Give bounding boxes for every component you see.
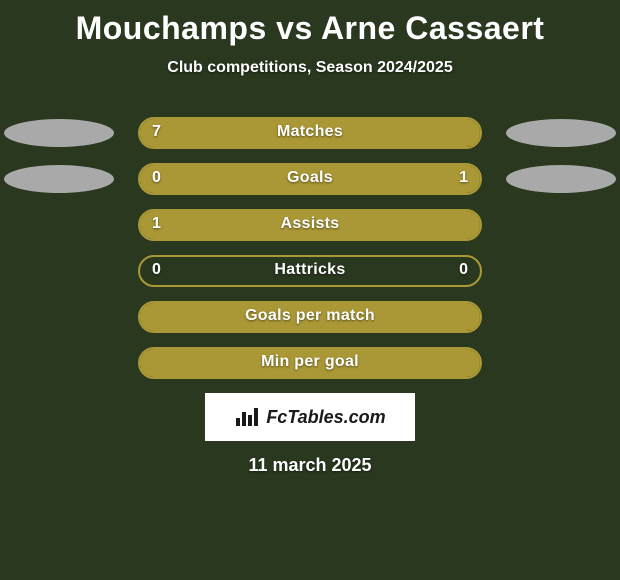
watermark: FcTables.com [205, 393, 415, 441]
stat-label: Min per goal [140, 353, 480, 371]
chart-icon [234, 406, 260, 428]
stat-row-goals-per-match: Goals per match [0, 301, 620, 335]
stat-row-matches: 7 Matches [0, 117, 620, 151]
comparison-chart: 7 Matches 0 Goals 1 1 Assists 0 Hattrick… [0, 117, 620, 381]
stat-label: Hattricks [140, 261, 480, 279]
stat-label: Goals per match [140, 307, 480, 325]
stat-label: Matches [140, 123, 480, 141]
bar-track: Min per goal [138, 347, 482, 379]
stat-row-min-per-goal: Min per goal [0, 347, 620, 381]
value-right: 0 [459, 261, 468, 279]
date: 11 march 2025 [0, 455, 620, 476]
stat-row-hattricks: 0 Hattricks 0 [0, 255, 620, 289]
bar-track: 0 Hattricks 0 [138, 255, 482, 287]
page-title: Mouchamps vs Arne Cassaert [0, 0, 620, 47]
stat-row-goals: 0 Goals 1 [0, 163, 620, 197]
stat-label: Goals [140, 169, 480, 187]
watermark-text: FcTables.com [266, 407, 385, 428]
subtitle: Club competitions, Season 2024/2025 [0, 59, 620, 77]
stat-label: Assists [140, 215, 480, 233]
bar-track: 7 Matches [138, 117, 482, 149]
stat-row-assists: 1 Assists [0, 209, 620, 243]
bar-track: 1 Assists [138, 209, 482, 241]
bar-track: Goals per match [138, 301, 482, 333]
value-right: 1 [459, 169, 468, 187]
bar-track: 0 Goals 1 [138, 163, 482, 195]
